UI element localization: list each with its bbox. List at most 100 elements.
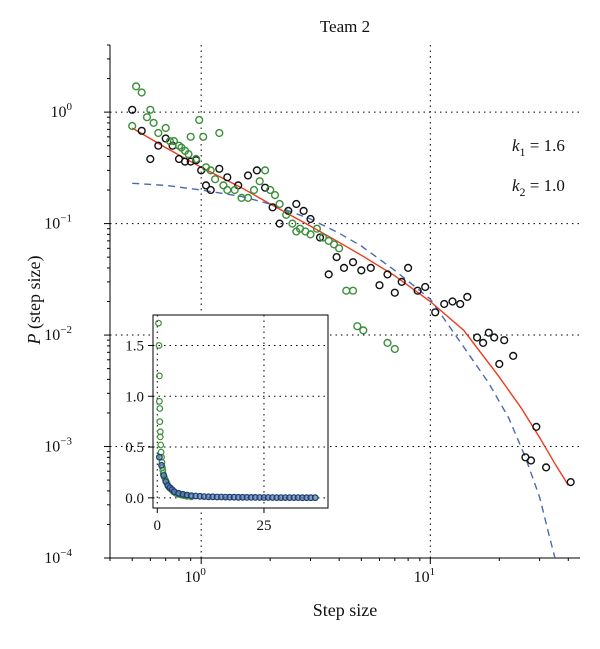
black-data-point bbox=[397, 277, 406, 287]
black-data-point bbox=[413, 286, 422, 295]
black-data-point bbox=[421, 282, 430, 292]
black-data-point bbox=[366, 263, 375, 273]
green-data-point bbox=[137, 88, 146, 97]
y-tick-label-base: 10 bbox=[44, 216, 60, 233]
inset-y-tick-label: 0.5 bbox=[125, 440, 144, 456]
black-data-point bbox=[404, 263, 413, 273]
green-data-point bbox=[348, 286, 358, 295]
y-tick-label-base: 10 bbox=[44, 550, 60, 567]
inset-green-point bbox=[155, 342, 163, 349]
y-tick-label-exp: −3 bbox=[60, 436, 72, 448]
inset-blue-point bbox=[155, 453, 163, 461]
black-data-point bbox=[479, 338, 488, 348]
green-data-point bbox=[199, 132, 208, 141]
y-tick-label-exp: −4 bbox=[60, 547, 72, 559]
inset-frame bbox=[152, 314, 329, 509]
green-data-point bbox=[318, 233, 328, 242]
y-tick-label: 10−1 bbox=[44, 213, 72, 233]
y-tick-label-exp: −1 bbox=[60, 213, 72, 225]
black-data-point bbox=[500, 336, 509, 345]
green-data-point bbox=[329, 240, 339, 249]
inset-chart: 0 25 0.0 0.5 1.0 1.5 bbox=[125, 314, 329, 534]
k2-label: k2 = 1.0 bbox=[512, 176, 565, 199]
green-data-point bbox=[215, 128, 224, 138]
green-data-point bbox=[383, 338, 392, 348]
green-data-point bbox=[270, 191, 280, 200]
k2-k: k bbox=[512, 176, 520, 195]
green-data-point bbox=[288, 219, 297, 228]
inset-green-point bbox=[155, 372, 163, 380]
black-data-point bbox=[268, 203, 277, 212]
black-data-point bbox=[137, 126, 146, 135]
green-data-point bbox=[237, 193, 246, 203]
black-data-point bbox=[154, 141, 163, 150]
green-data-point bbox=[161, 123, 170, 133]
green-data-point bbox=[275, 199, 284, 209]
x-tick-label-base: 10 bbox=[184, 569, 200, 586]
black-data-point bbox=[339, 263, 349, 273]
black-data-point bbox=[252, 166, 262, 175]
y-tick-label: 100 bbox=[51, 101, 73, 121]
y-axis-label: P (step size) bbox=[24, 256, 45, 346]
inset-y-tick-label: 1.0 bbox=[125, 389, 144, 405]
green-data-point bbox=[195, 115, 204, 125]
black-data-point bbox=[509, 351, 518, 361]
green-data-point bbox=[335, 244, 344, 253]
black-data-point bbox=[180, 157, 190, 166]
inset-data-points bbox=[155, 319, 319, 502]
y-tick-label-exp: 0 bbox=[67, 101, 73, 113]
chart-title: Team 2 bbox=[320, 17, 370, 36]
y-tick-label-base: 10 bbox=[44, 327, 60, 344]
x-tick-label-exp: 0 bbox=[200, 566, 206, 578]
x-tick-label: 101 bbox=[414, 566, 436, 586]
black-data-point bbox=[484, 328, 493, 337]
green-data-point bbox=[154, 128, 163, 138]
green-data-point bbox=[312, 224, 322, 233]
green-data-point bbox=[219, 181, 228, 190]
main-ticks bbox=[104, 44, 569, 564]
k1-sub: 1 bbox=[520, 145, 526, 159]
green-data-point bbox=[230, 185, 239, 195]
black-data-point bbox=[275, 219, 284, 228]
black-data-point bbox=[463, 292, 472, 302]
black-data-point bbox=[315, 233, 325, 242]
fit-lines bbox=[131, 127, 569, 558]
green-data-point bbox=[169, 137, 179, 146]
black-data-point bbox=[348, 258, 358, 267]
black-data-point bbox=[243, 171, 253, 180]
green-data-point bbox=[390, 344, 399, 354]
k1-label: k1 = 1.6 bbox=[512, 136, 565, 159]
black-data-point bbox=[332, 253, 341, 262]
green-data-point bbox=[266, 185, 275, 195]
green-data-point bbox=[211, 175, 220, 184]
black-data-point bbox=[215, 164, 224, 173]
inset-x-tick-label: 25 bbox=[256, 518, 271, 534]
inset-tick-labels: 0 25 0.0 0.5 1.0 1.5 bbox=[125, 338, 271, 534]
green-data-point bbox=[206, 166, 215, 175]
green-data-point bbox=[132, 82, 141, 91]
black-data-point bbox=[223, 173, 232, 182]
x-tick-label-exp: 1 bbox=[430, 566, 436, 578]
y-tick-label-base: 10 bbox=[51, 104, 67, 121]
black-data-point bbox=[532, 422, 541, 432]
black-data-point bbox=[431, 308, 440, 317]
green-data-point bbox=[142, 113, 152, 122]
black-data-point bbox=[490, 333, 499, 342]
y-tick-label: 10−2 bbox=[44, 324, 72, 344]
data-points bbox=[128, 82, 575, 487]
black-data-point bbox=[357, 266, 366, 275]
green-data-point bbox=[353, 322, 362, 331]
black-data-point bbox=[306, 214, 315, 224]
black-data-point bbox=[526, 456, 536, 465]
y-tick-label: 10−4 bbox=[44, 547, 72, 567]
green-data-point bbox=[149, 118, 158, 128]
inset-y-tick-label: 0.0 bbox=[125, 491, 144, 507]
black-data-point bbox=[206, 185, 215, 195]
black-data-point bbox=[448, 297, 457, 306]
green-data-point bbox=[306, 230, 315, 239]
green-data-point bbox=[282, 210, 291, 219]
k2-sub: 2 bbox=[520, 185, 526, 199]
green-data-point bbox=[128, 121, 137, 131]
inset-ticks bbox=[148, 344, 265, 513]
